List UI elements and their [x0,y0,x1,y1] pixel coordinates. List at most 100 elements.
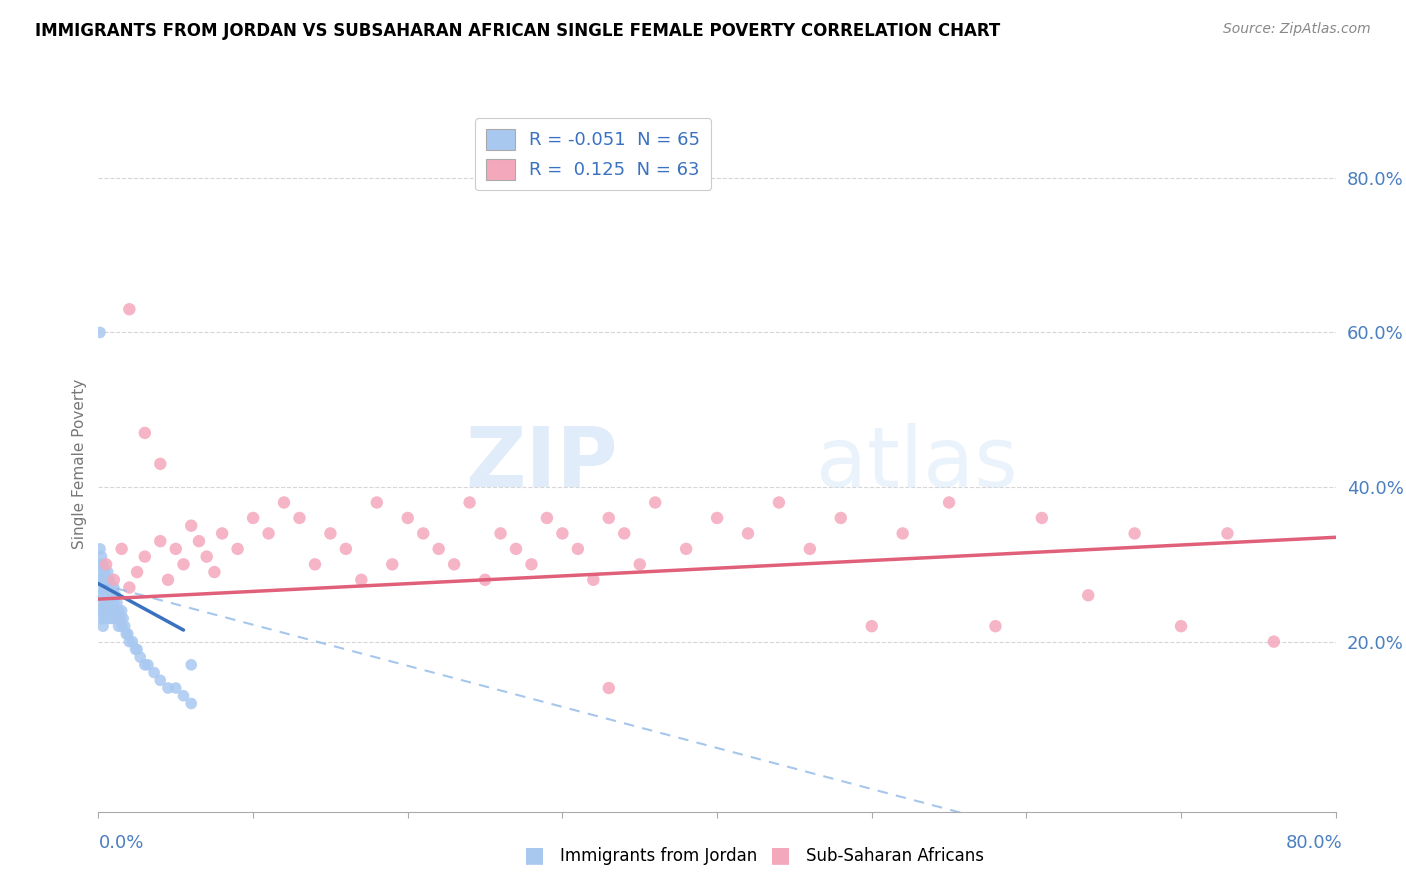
Point [96,558,118,572]
Point [115,627,138,641]
Point [89,541,111,556]
Point [505,541,527,556]
Point [134,657,156,672]
Point [180,657,202,672]
Point [211,526,233,541]
Point [100,596,122,610]
Point [830,511,852,525]
Point [91,619,114,633]
Text: IMMIGRANTS FROM JORDAN VS SUBSAHARAN AFRICAN SINGLE FEMALE POVERTY CORRELATION C: IMMIGRANTS FROM JORDAN VS SUBSAHARAN AFR… [35,22,1001,40]
Point [124,642,146,657]
Point [288,511,311,525]
Point [489,526,512,541]
Point [938,495,960,509]
Point [799,541,821,556]
Point [165,541,187,556]
Point [103,596,125,610]
Text: ■: ■ [770,846,790,865]
Point [1031,511,1053,525]
Point [567,541,589,556]
Point [226,541,249,556]
Point [100,581,122,595]
Point [984,619,1007,633]
Point [1216,526,1239,541]
Point [136,657,159,672]
Point [114,619,136,633]
Point [97,581,120,595]
Point [204,565,226,579]
Point [111,604,132,618]
Point [127,642,149,657]
Point [366,495,388,509]
Point [93,596,115,610]
Point [89,588,111,602]
Point [149,457,172,471]
Point [90,596,112,610]
Point [93,581,115,595]
Text: Immigrants from Jordan: Immigrants from Jordan [560,847,756,865]
Point [536,511,558,525]
Point [396,511,419,525]
Point [598,511,620,525]
Point [644,495,666,509]
Point [273,495,295,509]
Point [103,581,125,595]
Point [335,541,357,556]
Point [89,573,111,587]
Point [107,604,129,618]
Point [172,689,194,703]
Point [96,573,118,587]
Point [118,634,141,648]
Point [90,549,112,564]
Point [89,558,111,572]
Point [93,565,115,579]
Point [104,604,127,618]
Point [613,526,636,541]
Point [105,596,128,610]
Point [91,588,114,602]
Point [381,558,404,572]
Point [1170,619,1192,633]
Text: 0.0%: 0.0% [98,834,143,852]
Point [891,526,914,541]
Point [319,526,342,541]
Point [107,619,129,633]
Point [118,302,141,317]
Point [157,681,180,695]
Point [104,588,127,602]
Point [97,611,120,625]
Point [860,619,883,633]
Point [103,611,125,625]
Point [458,495,481,509]
Point [257,526,280,541]
Point [551,526,574,541]
Point [91,573,114,587]
Point [474,573,496,587]
Point [412,526,434,541]
Point [165,681,187,695]
Point [112,611,135,625]
Point [675,541,697,556]
Text: ■: ■ [524,846,544,865]
Point [97,596,120,610]
Point [98,604,121,618]
Point [242,511,264,525]
Point [98,573,121,587]
Point [90,581,112,595]
Text: Source: ZipAtlas.com: Source: ZipAtlas.com [1223,22,1371,37]
Point [121,634,143,648]
Point [93,611,115,625]
Point [1077,588,1099,602]
Point [117,627,139,641]
Point [628,558,651,572]
Point [1263,634,1285,648]
Point [706,511,728,525]
Text: 80.0%: 80.0% [1286,834,1343,852]
Point [100,611,122,625]
Point [427,541,450,556]
Point [91,604,114,618]
Legend: R = -0.051  N = 65, R =  0.125  N = 63: R = -0.051 N = 65, R = 0.125 N = 63 [475,118,711,190]
Point [111,541,132,556]
Point [143,665,166,680]
Point [582,573,605,587]
